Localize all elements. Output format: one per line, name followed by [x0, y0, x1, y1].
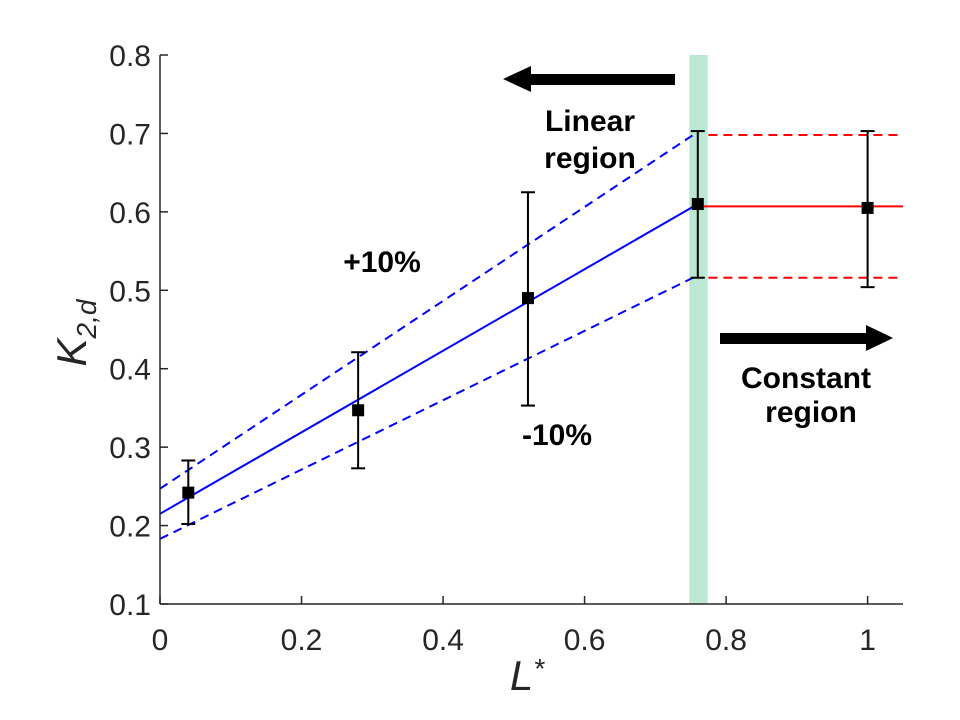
- x-tick-label: 0: [152, 624, 169, 657]
- y-tick-label: 0.8: [109, 40, 151, 73]
- data-point: [860, 130, 875, 289]
- fit-line: [159, 203, 699, 515]
- bound-line: [159, 131, 699, 490]
- y-tick-label: 0.6: [109, 197, 151, 230]
- data-point-marker: [521, 292, 534, 305]
- x-axis-title: L*: [510, 652, 545, 699]
- bound-line: [159, 274, 699, 540]
- constant-region-annotation: Constant region: [720, 325, 893, 429]
- constant-region-label-line-1: Constant: [741, 362, 871, 395]
- y-tick-label: 0.7: [109, 118, 151, 151]
- x-tick-label: 0.4: [422, 624, 464, 657]
- data-point-marker: [352, 404, 365, 417]
- x-axis-title-main: L: [510, 652, 533, 699]
- upper-bound-label: +10%: [343, 246, 421, 279]
- tick-layer: 0 0.2 0.4 0.6 0.8 1 0.1 0.2 0.3 0.4 0.5 0.6 0.7 0.8: [109, 40, 876, 657]
- y-tick-label: 0.5: [109, 275, 151, 308]
- highlight-band: [689, 55, 708, 604]
- y-axis-title-subscript: 2,d: [71, 298, 102, 339]
- data-point-marker: [861, 201, 874, 214]
- data-point: [520, 191, 535, 407]
- x-tick-label: 0.2: [281, 624, 323, 657]
- axes: [159, 55, 903, 605]
- right-arrow: [720, 325, 893, 351]
- linear-region-label-line-2: region: [544, 142, 636, 175]
- y-tick-label: 0.1: [109, 589, 151, 622]
- x-tick-label: 1: [859, 624, 876, 657]
- x-axis-title-superscript: *: [533, 653, 545, 684]
- lower-bound-label: -10%: [522, 419, 592, 452]
- x-tick-label: 0.8: [705, 624, 747, 657]
- data-point: [690, 130, 705, 279]
- y-tick-label: 0.3: [109, 432, 151, 465]
- data-point-marker: [691, 198, 704, 211]
- band-layer: [689, 55, 708, 604]
- y-tick-label: 0.2: [109, 511, 151, 544]
- left-arrow: [503, 66, 675, 92]
- data-point: [181, 459, 196, 526]
- y-tick-label: 0.4: [109, 354, 151, 387]
- line-layer: [159, 131, 903, 540]
- constant-region-label-line-2: region: [765, 396, 857, 429]
- data-point: [351, 351, 366, 470]
- data-point-marker: [182, 486, 195, 499]
- y-axis-title: K2,d: [48, 298, 102, 366]
- x-tick-label: 0.6: [564, 624, 606, 657]
- point-layer: [181, 130, 875, 526]
- linear-region-annotation: Linear region: [503, 66, 675, 175]
- y-axis-title-main: K: [48, 336, 95, 366]
- linear-region-label-line-1: Linear: [545, 105, 635, 138]
